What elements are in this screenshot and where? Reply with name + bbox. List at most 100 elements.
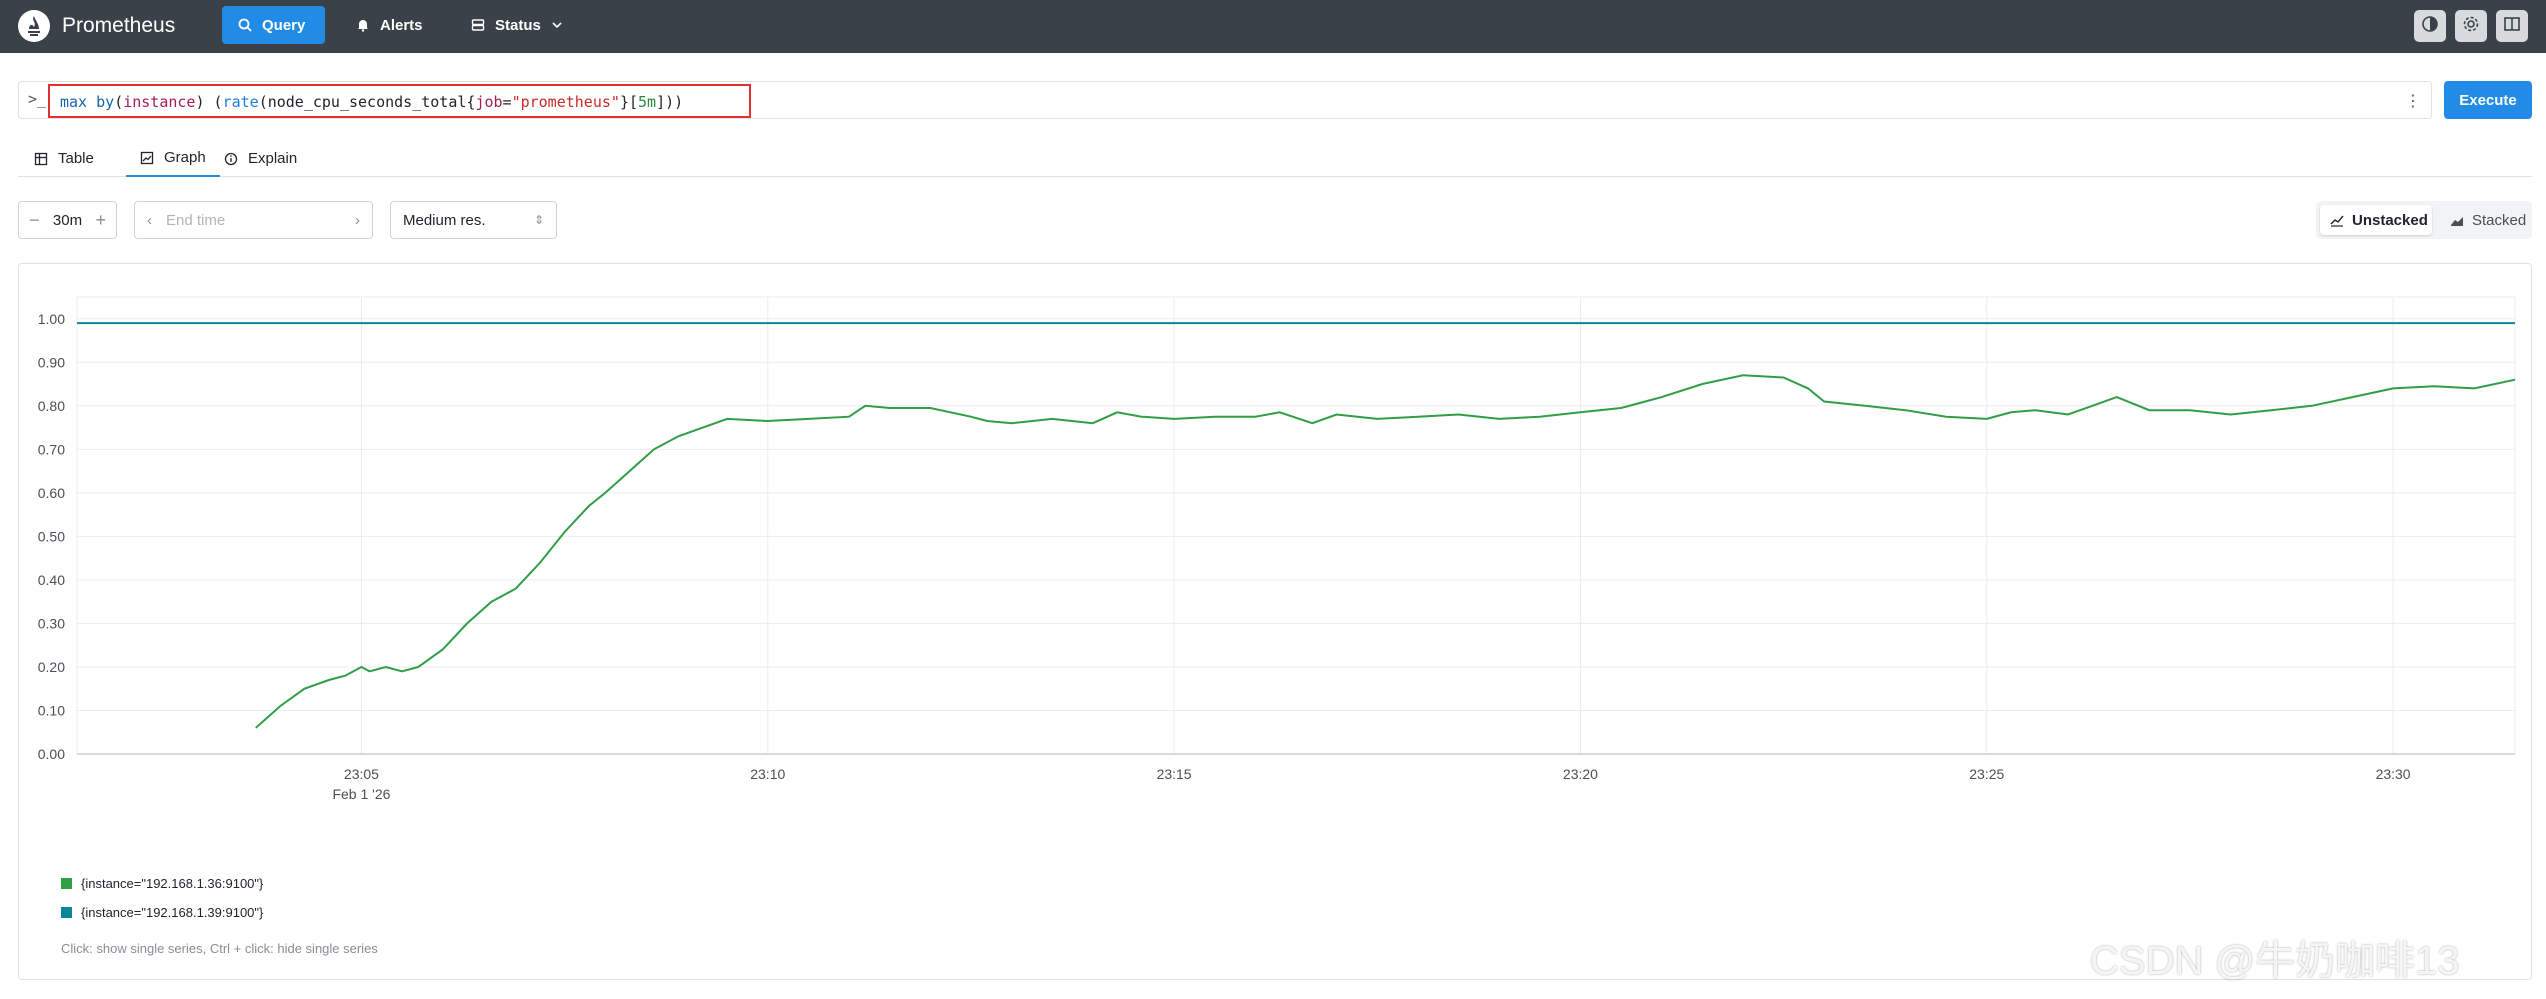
- more-options-icon[interactable]: ⋮: [2405, 93, 2421, 110]
- stacked-label: Stacked: [2472, 211, 2527, 229]
- x-tick-label: 23:30: [2376, 766, 2411, 782]
- table-icon: [34, 152, 48, 166]
- tab-explain-label: Explain: [248, 150, 298, 167]
- y-tick-label: 0.50: [38, 528, 65, 544]
- result-tabs: Table Graph Explain: [18, 140, 2532, 177]
- query-token: max: [60, 93, 88, 111]
- line-chart-icon: [2330, 213, 2344, 227]
- chevron-left-icon[interactable]: ‹: [147, 211, 152, 229]
- bell-icon: [356, 18, 370, 32]
- x-tick-sublabel: Feb 1 '26: [332, 786, 390, 802]
- tab-explain[interactable]: Explain: [224, 140, 297, 177]
- resolution-select[interactable]: Medium res. ⇕: [390, 201, 557, 239]
- unstacked-option[interactable]: Unstacked: [2320, 205, 2432, 235]
- chevron-down-icon: [551, 19, 563, 31]
- query-token: (: [204, 93, 223, 111]
- y-tick-label: 0.90: [38, 354, 65, 370]
- query-token: (: [114, 93, 124, 111]
- range-value[interactable]: 30m: [52, 211, 83, 229]
- book-icon: [2503, 15, 2521, 38]
- x-tick-label: 23:15: [1157, 766, 1192, 782]
- stack-toggle: Unstacked Stacked: [2316, 201, 2532, 239]
- tab-graph[interactable]: Graph: [126, 140, 220, 177]
- query-token: instance: [123, 93, 196, 111]
- prometheus-logo-icon: [18, 10, 50, 42]
- chart-icon: [140, 151, 154, 165]
- query-token: job: [475, 93, 503, 111]
- info-icon: [224, 152, 238, 166]
- legend-item[interactable]: {instance="192.168.1.39:9100"}: [61, 905, 263, 920]
- query-token: rate: [222, 93, 259, 111]
- nav-alerts-button[interactable]: Alerts: [340, 6, 440, 44]
- query-token: (: [258, 93, 268, 111]
- legend-label: {instance="192.168.1.39:9100"}: [81, 905, 264, 920]
- stacked-option[interactable]: Stacked: [2440, 205, 2536, 235]
- range-input: − 30m +: [18, 201, 117, 239]
- series-line: [255, 374, 2516, 729]
- plot-area: [76, 296, 2516, 755]
- unstacked-label: Unstacked: [2352, 211, 2428, 229]
- watermark: CSDN @牛奶咖啡13: [2090, 939, 2460, 983]
- legend-label: {instance="192.168.1.36:9100"}: [81, 876, 264, 891]
- query-token: ): [195, 93, 205, 111]
- legend-swatch: [61, 907, 72, 918]
- expression-input-container: >_ max by(instance) (rate(node_cpu_secon…: [18, 81, 2432, 119]
- y-tick-label: 0.00: [38, 746, 65, 762]
- tab-table[interactable]: Table: [34, 140, 94, 177]
- app-title: Prometheus: [62, 14, 176, 37]
- expression-input[interactable]: max by(instance) (rate(node_cpu_seconds_…: [48, 84, 751, 118]
- area-chart-icon: [2450, 213, 2464, 227]
- y-tick-label: 0.10: [38, 702, 65, 718]
- legend-swatch: [61, 878, 72, 889]
- server-icon: [471, 18, 485, 32]
- settings-button[interactable]: [2455, 10, 2487, 42]
- x-tick-label: 23:20: [1563, 766, 1598, 782]
- nav-query-button[interactable]: Query: [222, 6, 325, 44]
- query-token: node_cpu_seconds_total: [267, 93, 467, 111]
- contrast-icon: [2421, 15, 2439, 38]
- y-tick-label: 0.40: [38, 572, 65, 588]
- nav-status-dropdown[interactable]: Status: [455, 6, 575, 44]
- docs-button[interactable]: [2496, 10, 2528, 42]
- query-token: [87, 93, 96, 111]
- search-icon: [238, 18, 252, 32]
- end-time-field[interactable]: End time: [166, 211, 226, 229]
- query-token: {: [466, 93, 476, 111]
- query-token: "prometheus": [511, 93, 620, 111]
- range-increase-button[interactable]: +: [95, 209, 106, 230]
- chevron-right-icon[interactable]: ›: [355, 211, 360, 229]
- theme-toggle-button[interactable]: [2414, 10, 2446, 42]
- y-tick-label: 1.00: [38, 311, 65, 327]
- y-tick-label: 0.60: [38, 485, 65, 501]
- x-tick-label: 23:25: [1969, 766, 2004, 782]
- query-token: 5m: [638, 93, 657, 111]
- graph-panel: 0.00 0.10 0.20 0.30 0.40 0.50 0.60 0.70 0.80 0.90…: [18, 263, 2532, 980]
- line-chart[interactable]: 0.00 0.10 0.20 0.30 0.40 0.50 0.60 0.70 0.80 0.90…: [19, 264, 2531, 979]
- nav-alerts-label: Alerts: [380, 16, 423, 34]
- query-token: by: [96, 93, 115, 111]
- terminal-prompt-icon: >_: [28, 90, 47, 108]
- brand[interactable]: Prometheus: [18, 10, 175, 42]
- query-token: ])): [656, 93, 684, 111]
- query-token: [: [628, 93, 638, 111]
- chevron-updown-icon: ⇕: [533, 213, 544, 227]
- tab-graph-label: Graph: [164, 149, 206, 166]
- resolution-value: Medium res.: [403, 211, 486, 229]
- nav-status-label: Status: [495, 16, 541, 34]
- end-time-input: ‹ End time ›: [134, 201, 373, 239]
- top-navbar: Prometheus Query Alerts Status: [0, 0, 2546, 53]
- legend-item[interactable]: {instance="192.168.1.36:9100"}: [61, 876, 263, 891]
- range-decrease-button[interactable]: −: [29, 209, 40, 230]
- tab-table-label: Table: [58, 150, 94, 167]
- y-tick-label: 0.80: [38, 398, 65, 414]
- query-token: }: [619, 93, 629, 111]
- y-tick-label: 0.20: [38, 659, 65, 675]
- legend-hint: Click: show single series, Ctrl + click:…: [61, 941, 378, 956]
- gear-icon: [2462, 15, 2480, 38]
- y-tick-label: 0.30: [38, 615, 65, 631]
- query-token: =: [502, 93, 512, 111]
- execute-button[interactable]: Execute: [2444, 81, 2532, 119]
- x-tick-label: 23:05: [344, 766, 379, 782]
- y-tick-label: 0.70: [38, 441, 65, 457]
- nav-query-label: Query: [262, 16, 306, 34]
